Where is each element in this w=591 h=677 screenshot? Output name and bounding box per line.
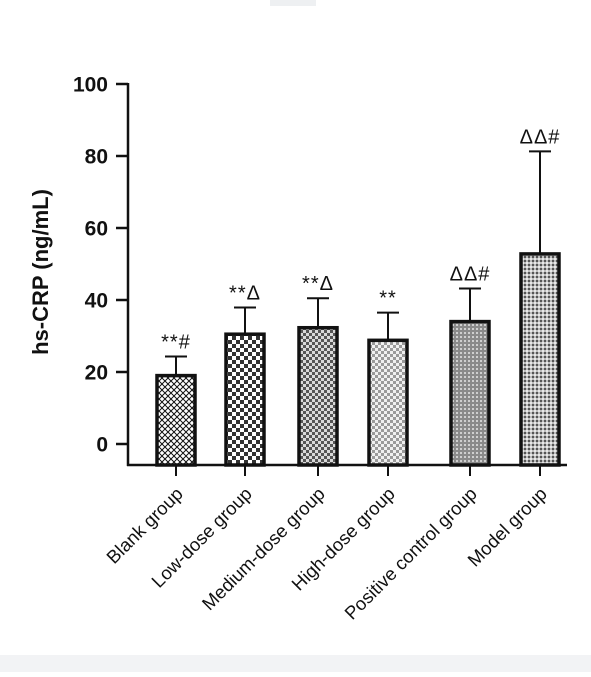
y-axis-title: hs-CRP (ng/mL) [28, 189, 53, 355]
top-decoration [270, 0, 316, 6]
annotation-1: **# [161, 332, 191, 354]
x-tick-label-3: Medium-dose group [198, 483, 329, 614]
x-tick-label-5: Positive control group [340, 483, 481, 624]
bar-6 [519, 252, 561, 467]
bar-1 [155, 373, 197, 467]
y-tick-label-4: 60 [85, 218, 108, 241]
y-tick-label-6: 100 [73, 74, 108, 97]
bar-3 [297, 325, 339, 467]
annotation-4: ** [379, 288, 397, 310]
annotation-5: ΔΔ# [450, 263, 491, 285]
y-tick-label-3: 40 [85, 290, 108, 313]
y-tick-label-5: 80 [85, 146, 108, 169]
annotation-2: **Δ [229, 283, 261, 305]
annotation-6: ΔΔ# [520, 126, 561, 148]
error-bars-layer [165, 150, 551, 376]
y-tick-label-2: 20 [85, 362, 108, 385]
axes-layer [116, 82, 567, 476]
y-tick-label-1: 0 [96, 434, 108, 457]
bars-layer [155, 252, 561, 467]
footer-strip [0, 655, 591, 672]
bar-4 [367, 338, 409, 467]
bar-5 [449, 319, 491, 467]
annotation-3: **Δ [302, 273, 334, 295]
annotations-layer: **# **Δ **Δ ** ΔΔ# ΔΔ# [161, 126, 561, 354]
bar-2 [224, 332, 266, 467]
